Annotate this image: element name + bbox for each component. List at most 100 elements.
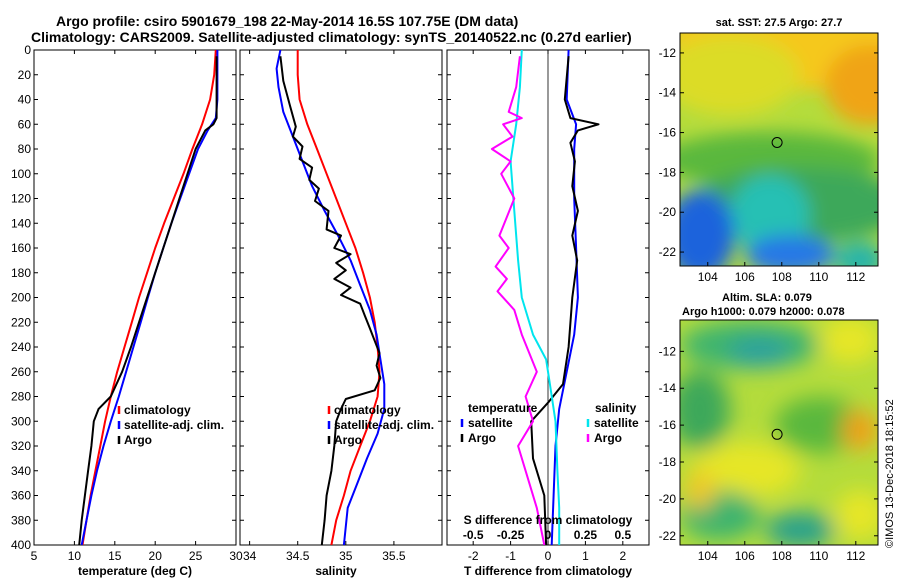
temperature-panel: 5 10 15 20 25 3002040608010012014016018020022… (11, 43, 243, 578)
xtick-label: 0 (545, 549, 552, 563)
temperature-legend-argo: Argo (124, 433, 152, 447)
top-xtick-label: -0.25 (497, 528, 525, 542)
ytick-label: 260 (11, 365, 31, 379)
ytick-label: 280 (11, 390, 31, 404)
xtick-label: 10 (68, 549, 82, 563)
sla-map-ticks: 104 106 108 110 112 -12 -14 -16 -18 -20 -22 (659, 344, 878, 563)
difference-legend-s-argo: Argo (594, 431, 622, 445)
ytick-label: 100 (11, 167, 31, 181)
temperature-panel-ticks: 5 10 15 20 25 3002040608010012014016018020022… (11, 43, 243, 563)
map-ytick-label: -18 (659, 455, 677, 469)
map-ytick-label: -14 (659, 381, 677, 395)
map-ytick-label: -12 (659, 46, 677, 60)
xtick-label: 35.5 (382, 549, 406, 563)
map-xtick-label: 110 (809, 270, 828, 284)
salinity-legend-argo: Argo (334, 433, 362, 447)
xtick-label: -2 (468, 549, 479, 563)
map-ytick-label: -18 (659, 165, 677, 179)
top-xtick-label: -0.5 (463, 528, 484, 542)
sla-map-frame (679, 319, 879, 546)
map-ytick-label: -22 (659, 529, 677, 543)
ytick-label: 300 (11, 414, 31, 428)
ytick-label: 120 (11, 192, 31, 206)
map-xtick-label: 110 (809, 549, 828, 563)
xtick-label: -1 (505, 549, 516, 563)
map-xtick-label: 104 (698, 270, 718, 284)
xtick-label: 20 (149, 549, 163, 563)
series-line-climatology (81, 50, 217, 545)
salinity-panel-frame (239, 49, 443, 546)
series-line-climatology (296, 50, 381, 545)
top-xtick-label: 0.25 (574, 528, 598, 542)
sla-map-field (680, 320, 878, 545)
top-xtick-label: 0.5 (614, 528, 631, 542)
ytick-label: 80 (18, 142, 32, 156)
difference-legend-t-satellite: satellite (468, 416, 513, 430)
salinity-xlabel: salinity (315, 564, 357, 578)
ytick-label: 140 (11, 216, 31, 230)
salinity-legend: climatology satellite-adj. clim. Argo (327, 403, 434, 447)
top-xtick-label: 0 (545, 528, 552, 542)
xtick-label: 15 (108, 549, 122, 563)
difference-legend-s-satellite: satellite (594, 416, 639, 430)
map-ytick-label: -20 (659, 205, 677, 219)
difference-legend-temperature: temperature satellite Argo (460, 401, 538, 445)
xtick-label: 34.5 (286, 549, 310, 563)
ytick-label: 380 (11, 513, 31, 527)
ytick-label: 160 (11, 241, 31, 255)
series-line-satellite-adj-clim (275, 50, 386, 545)
difference-legend-salinity-title: salinity (595, 401, 637, 415)
sla-argo-location-marker (771, 428, 783, 440)
sst-map-ticks: 104 106 108 110 112 -12 -14 -16 -18 -20 -22 (659, 46, 878, 284)
map-xtick-label: 108 (772, 270, 792, 284)
series-line-s-argo (490, 56, 546, 545)
xtick-label: 2 (619, 549, 626, 563)
sla-map: Altim. SLA: 0.079 Argo h1000: 0.079 h200… (659, 292, 879, 563)
xtick-label: 34 (243, 549, 257, 563)
difference-xlabel-top: S difference from climatology (464, 513, 633, 527)
series-line-t-argo (530, 56, 600, 545)
difference-legend-salinity: salinity satellite Argo (586, 401, 639, 445)
ytick-label: 180 (11, 266, 31, 280)
ytick-label: 320 (11, 439, 31, 453)
ytick-label: 200 (11, 291, 31, 305)
difference-top-ticks: -0.5 -0.25 0 0.25 0.5 (463, 528, 632, 542)
xtick-label: 5 (31, 549, 38, 563)
series-line-argo (279, 56, 382, 545)
sst-map-title: sat. SST: 27.5 Argo: 27.7 (716, 17, 843, 29)
sst-argo-location-marker (771, 137, 783, 148)
map-ytick-label: -14 (659, 86, 677, 100)
series-line-s-satellite (509, 50, 561, 545)
map-ytick-label: -12 (659, 344, 677, 358)
salinity-legend-satellite: satellite-adj. clim. (334, 418, 434, 432)
sla-map-title-line1: Altim. SLA: 0.079 (722, 292, 812, 304)
difference-legend-t-argo: Argo (468, 431, 496, 445)
xtick-label: 1 (582, 549, 589, 563)
timestamp-label: ©IMOS 13-Dec-2018 18:15:52 (884, 399, 896, 548)
ytick-label: 20 (18, 68, 32, 82)
sst-map: sat. SST: 27.5 Argo: 27.7 104 106 108 110 11… (659, 17, 879, 284)
salinity-panel: 34 34.5 35 35.5 salinity climatology satell… (239, 49, 443, 578)
ytick-label: 0 (24, 43, 31, 57)
temperature-panel-frame (33, 49, 237, 546)
figure-title-line2: Climatology: CARS2009. Satellite-adjuste… (31, 29, 632, 45)
sla-map-title-line2: Argo h1000: 0.079 h2000: 0.078 (682, 306, 845, 318)
salinity-panel-ticks: 34 34.5 35 35.5 (240, 49, 442, 563)
temperature-legend-climatology: climatology (124, 403, 191, 417)
figure-title-line1: Argo profile: csiro 5901679_198 22-May-2… (56, 13, 518, 29)
map-xtick-label: 106 (735, 549, 755, 563)
salinity-legend-climatology: climatology (334, 403, 401, 417)
temperature-legend: climatology satellite-adj. clim. Argo (117, 403, 224, 447)
difference-panel-lines (490, 50, 600, 545)
map-xtick-label: 108 (772, 549, 792, 563)
difference-legend-temperature-title: temperature (468, 401, 538, 415)
map-xtick-label: 104 (698, 549, 718, 563)
map-ytick-label: -16 (659, 418, 677, 432)
ytick-label: 220 (11, 315, 31, 329)
temperature-legend-satellite: satellite-adj. clim. (124, 418, 224, 432)
series-line-t-satellite (550, 50, 579, 545)
ytick-label: 340 (11, 464, 31, 478)
sst-map-frame (679, 32, 879, 267)
ytick-label: 40 (18, 93, 32, 107)
